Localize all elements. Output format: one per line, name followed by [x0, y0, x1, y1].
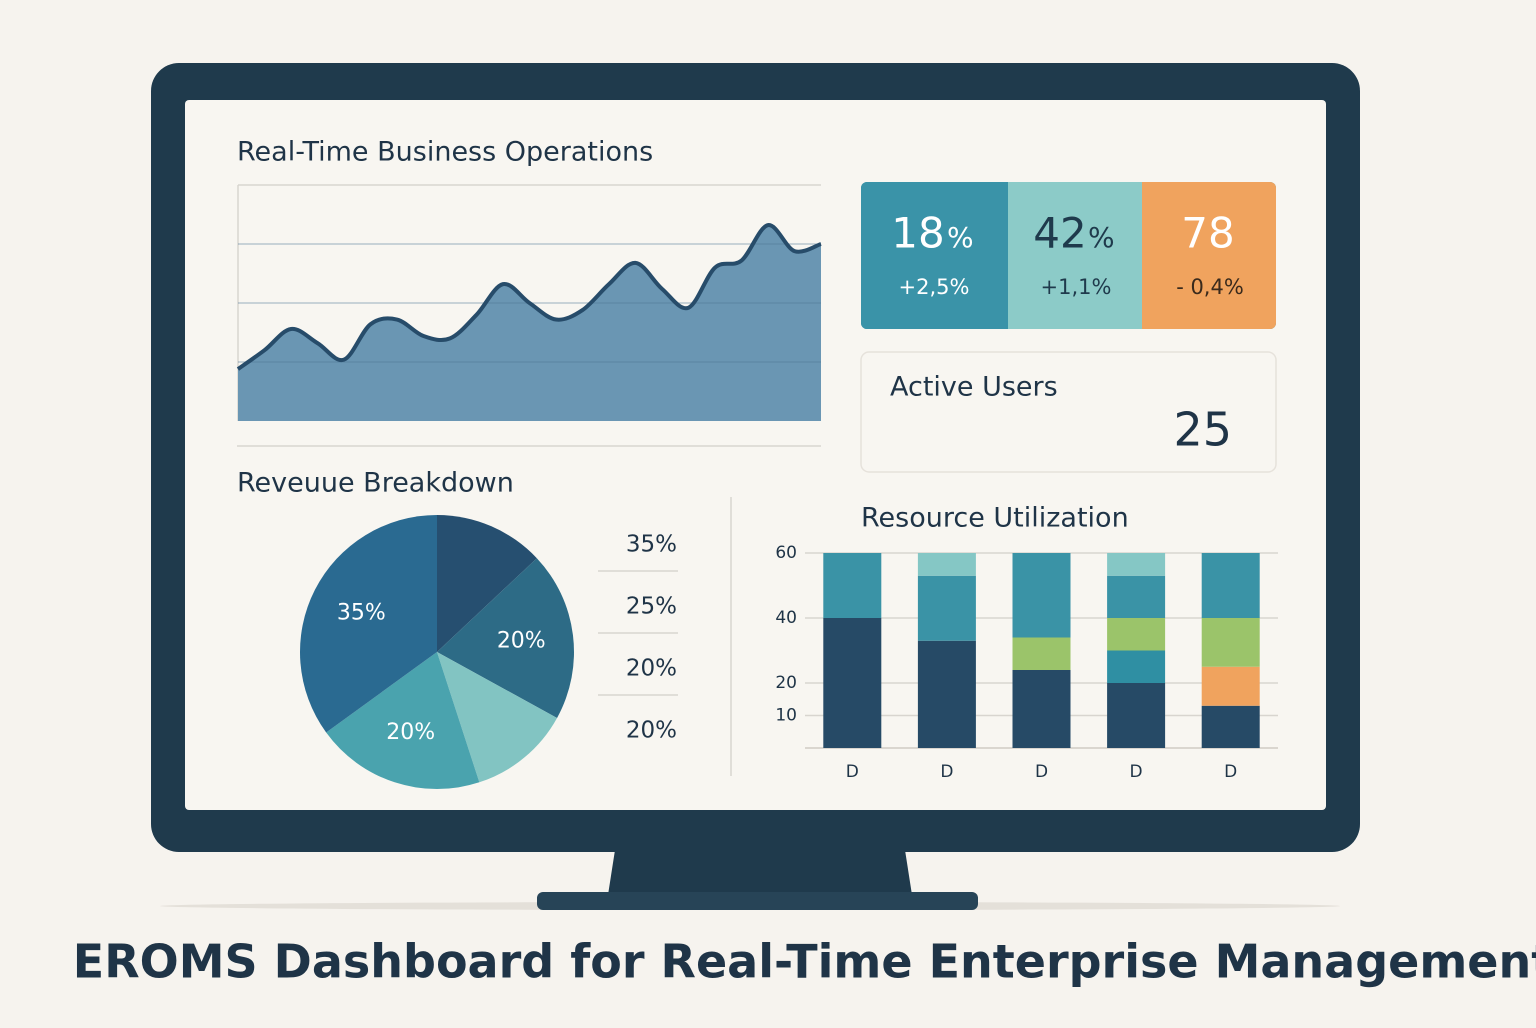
section-title: Reveuue Breakdown [237, 468, 514, 499]
bar-segment [1012, 670, 1071, 748]
legend-label: 20% [626, 718, 677, 744]
area-line [236, 223, 822, 371]
monitor-neck [608, 850, 912, 895]
bar-segment [1107, 683, 1166, 748]
kpi-tile [1142, 182, 1276, 329]
kpi-change: +1,1% [1041, 275, 1112, 299]
legend-label: 20% [626, 656, 677, 682]
x-tick-label: D [1224, 762, 1237, 782]
bar-segment [917, 575, 976, 641]
monitor-base [537, 892, 978, 910]
bar-segment [1012, 553, 1071, 638]
x-tick-label: D [1130, 762, 1143, 782]
active-users-card [860, 351, 1277, 473]
y-tick-label: 40 [775, 608, 797, 628]
kpi-unit: % [947, 221, 974, 254]
pie-slice [326, 652, 480, 789]
bar-segment [823, 553, 882, 618]
section-title: Resource Utilization [861, 503, 1129, 534]
kpi-change: - 0,4% [1176, 275, 1244, 299]
area-fill [238, 225, 821, 421]
y-tick-label: 10 [775, 706, 797, 726]
bar-segment [1107, 618, 1166, 651]
bar-segment [1201, 666, 1260, 706]
legend-label: 25% [626, 594, 677, 620]
section-title: Real-Time Business Operations [237, 137, 653, 168]
bar-segment [917, 640, 976, 748]
bar-segment [1201, 618, 1260, 667]
bar-segment [1201, 705, 1260, 748]
bar-segment [917, 553, 976, 576]
x-tick-label: D [846, 762, 859, 782]
slice-label: 20% [386, 720, 435, 745]
pie-slice [437, 652, 558, 783]
bar-segment [1201, 553, 1260, 618]
caption: EROMS Dashboard for Real-Time Enterprise… [73, 935, 1536, 989]
kpi-tile [1008, 182, 1142, 329]
x-tick-label: D [1035, 762, 1048, 782]
slice-label: 35% [337, 600, 386, 625]
kpi-value: 18 [891, 209, 944, 258]
bar-segment [823, 618, 882, 748]
kpi-value: 42 [1033, 209, 1086, 258]
bar-segment [1107, 575, 1166, 618]
bar-segment [1107, 553, 1166, 576]
y-tick-label: 60 [775, 543, 797, 563]
slice-label: 20% [497, 628, 546, 653]
legend-label: 35% [626, 532, 677, 558]
pie-slice [437, 558, 575, 719]
bar-segment [1107, 650, 1166, 683]
kpi-unit: % [1088, 221, 1115, 254]
y-tick-label: 20 [775, 673, 797, 693]
x-tick-label: D [940, 762, 953, 782]
dashboard: Real-Time Business Operations 18 % +2,5%… [237, 137, 1277, 776]
card-value: 25 [1173, 403, 1232, 457]
kpi-value: 78 [1181, 209, 1234, 258]
pie-slice [300, 515, 437, 733]
card-label: Active Users [890, 372, 1058, 403]
pie-slice [437, 515, 537, 652]
bar-segment [1012, 637, 1071, 670]
kpi-change: +2,5% [899, 275, 970, 299]
kpi-tile [861, 182, 1008, 329]
